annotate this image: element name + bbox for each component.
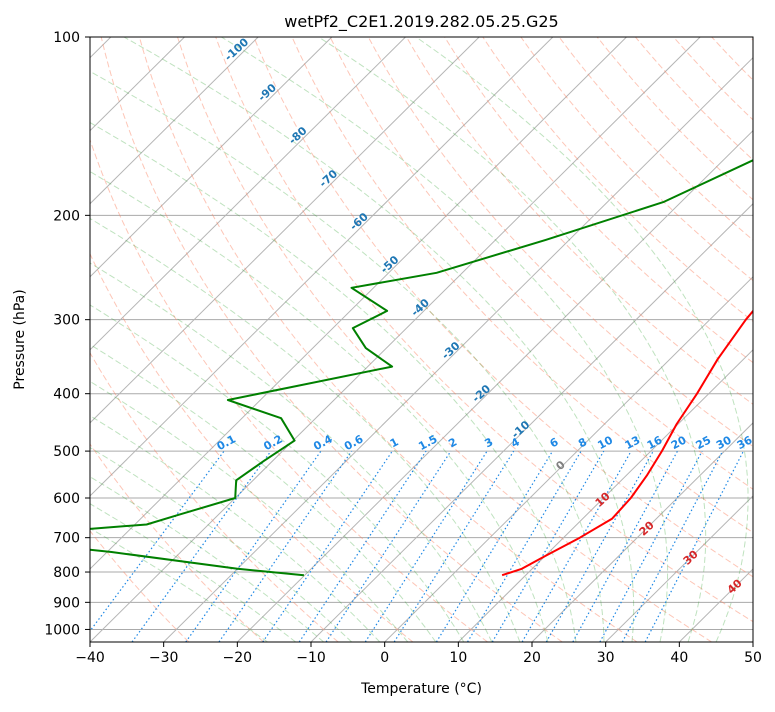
x-tick-label: −30 — [149, 650, 179, 666]
mixing-ratio-label: 25 — [694, 433, 714, 452]
moist-adiabat-line — [0, 37, 576, 642]
moist-adiabat-line — [0, 37, 324, 642]
dry-adiabat-line — [0, 37, 338, 642]
y-tick-label: 500 — [53, 444, 80, 460]
mixing-ratio-label: 36 — [735, 433, 755, 452]
isotherm-line — [753, 37, 775, 642]
mixing-ratio-label: 20 — [669, 433, 689, 452]
x-tick-label: −40 — [75, 650, 105, 666]
x-tick-label: 40 — [670, 650, 688, 666]
x-tick-label: 50 — [744, 650, 762, 666]
mixing-ratio-label: 0.6 — [342, 432, 366, 453]
y-tick-label: 600 — [53, 491, 80, 507]
y-axis-label: Pressure (hPa) — [12, 289, 28, 389]
y-tick-label: 900 — [53, 595, 80, 611]
chart-title: wetPf2_C2E1.2019.282.05.25.G25 — [284, 12, 558, 32]
dry-adiabat-line — [25, 37, 413, 642]
isotherm-line — [532, 37, 775, 642]
moist-adiabat-line — [0, 37, 436, 642]
mixing-ratio-line — [394, 451, 513, 642]
mixing-ratio-label: 2 — [446, 435, 459, 450]
moist-adiabat-line — [0, 37, 464, 642]
isotherm-line — [0, 37, 406, 642]
mixing-ratio-line — [326, 451, 451, 642]
moist-adiabat-line — [0, 37, 520, 642]
mixing-ratio-line — [132, 451, 271, 642]
mixing-ratio-label: 10 — [595, 433, 615, 452]
mixing-ratio-line — [82, 451, 224, 642]
x-axis-label: Temperature (°C) — [360, 681, 482, 697]
y-tick-label: 200 — [53, 208, 80, 224]
mixing-ratio-label: 0.1 — [215, 432, 238, 453]
isotherm-label: 10 — [593, 489, 613, 509]
moist-adiabat-line — [0, 37, 548, 642]
y-tick-label: 300 — [53, 313, 80, 329]
mixing-ratio-line — [219, 451, 352, 642]
y-tick-label: 400 — [53, 387, 80, 403]
y-tick-label: 1000 — [44, 622, 80, 638]
x-tick-label: 0 — [380, 650, 389, 666]
mixing-ratio-label: 0.4 — [311, 432, 335, 453]
isotherm-label: -100 — [222, 35, 251, 63]
mixing-ratio-label: 6 — [548, 435, 561, 450]
moist-adiabat-line — [416, 37, 748, 642]
dry-adiabat-line — [0, 37, 189, 642]
x-tick-label: 20 — [523, 650, 541, 666]
dry-adiabat-line — [750, 37, 775, 642]
mixing-ratio-label: 13 — [623, 433, 643, 452]
isotherm-label: -40 — [409, 296, 433, 319]
mixing-ratio-label: 8 — [576, 435, 589, 450]
x-tick-label: −10 — [296, 650, 326, 666]
isotherm-label: -70 — [317, 167, 341, 190]
isotherm-line — [0, 37, 332, 642]
y-tick-label: 700 — [53, 531, 80, 547]
isotherm-line — [0, 37, 479, 642]
mixing-ratio-line — [600, 451, 702, 642]
background-lines — [0, 37, 775, 642]
moist-adiabat-line — [124, 37, 634, 642]
x-tick-label: 10 — [449, 650, 467, 666]
moist-adiabat-line — [0, 37, 408, 642]
mixing-ratio-label: 1.5 — [416, 432, 439, 453]
x-tick-label: 30 — [597, 650, 615, 666]
x-tick-label: −20 — [223, 650, 253, 666]
dry-adiabat-line — [0, 37, 263, 642]
isotherm-line — [90, 37, 700, 642]
moist-adiabat-line — [0, 37, 268, 642]
dry-adiabat-line — [521, 37, 775, 642]
isotherm-label: -20 — [470, 382, 494, 405]
mixing-ratio-line — [573, 451, 678, 642]
isotherm-label: 0 — [553, 458, 568, 473]
isotherm-label: -50 — [378, 253, 402, 276]
mixing-ratio-label: 30 — [714, 433, 734, 452]
dry-adiabat-line — [445, 37, 775, 642]
mixing-ratio-line — [645, 451, 743, 642]
isotherm-line — [0, 37, 553, 642]
isotherm-label: -90 — [256, 81, 280, 104]
moist-adiabat-line — [0, 37, 380, 642]
y-tick-label: 100 — [53, 30, 80, 46]
moist-adiabat-line — [0, 37, 296, 642]
y-tick-label: 800 — [53, 565, 80, 581]
isotherm-label: -30 — [439, 339, 463, 362]
mixing-ratio-label: 1 — [388, 435, 401, 450]
isotherm-label: -80 — [286, 124, 310, 147]
moist-adiabat-line — [0, 37, 492, 642]
